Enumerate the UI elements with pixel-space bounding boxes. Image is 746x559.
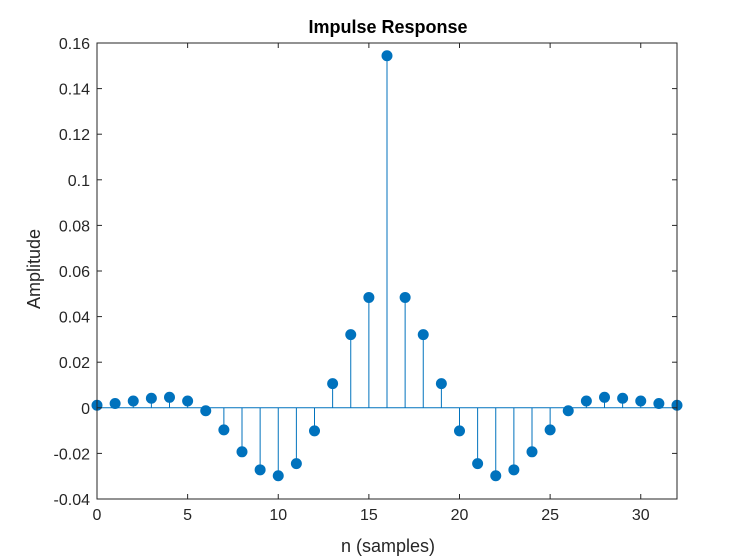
x-tick-label: 20 [451, 507, 469, 524]
stem-marker [381, 50, 393, 62]
y-axis-ticks: -0.04 -0.02 0 0.02 0.04 0.06 0.08 0.1 0.12 0.14 0.… [54, 36, 677, 509]
x-axis-label: n (samples) [341, 536, 435, 556]
stem-marker [544, 424, 556, 436]
stem-marker [272, 470, 284, 482]
stem-marker [109, 397, 121, 409]
stem-marker [345, 329, 357, 341]
stem-marker [454, 425, 465, 437]
stem-markers-group [91, 50, 683, 482]
stem-marker [309, 425, 320, 437]
stem-marker [164, 391, 175, 403]
stem-marker [236, 446, 248, 458]
stem-marker [254, 464, 266, 476]
y-tick-label: 0.06 [59, 264, 90, 281]
stem-marker [399, 291, 411, 303]
y-tick-label: 0.12 [59, 127, 90, 144]
stem-marker [327, 378, 339, 390]
stem-marker [127, 395, 139, 407]
x-tick-label: 15 [360, 507, 378, 524]
y-tick-label: 0.1 [68, 173, 90, 190]
x-tick-label: 25 [541, 507, 559, 524]
x-tick-label: 10 [269, 507, 287, 524]
stem-marker [200, 405, 212, 417]
x-tick-label: 5 [183, 507, 192, 524]
y-tick-label: -0.02 [54, 446, 91, 463]
x-axis-ticks: 0 5 10 15 20 25 30 [93, 43, 650, 524]
y-tick-label: 0.02 [59, 355, 90, 372]
stem-marker [182, 395, 194, 407]
y-tick-label: 0.08 [59, 218, 90, 235]
stem-marker [435, 378, 447, 390]
stem-marker [635, 395, 647, 407]
stem-marker [145, 392, 157, 404]
stem-marker [526, 446, 538, 458]
y-axis-label: Amplitude [24, 229, 44, 309]
stem-marker [417, 329, 429, 341]
y-tick-label: 0.16 [59, 36, 90, 53]
x-tick-label: 30 [632, 507, 650, 524]
stem-marker [363, 291, 375, 303]
stem-marker [617, 392, 629, 404]
stem-marker [490, 470, 502, 482]
stem-marker [562, 405, 574, 417]
stem-marker [599, 391, 610, 403]
y-tick-label: 0 [81, 401, 90, 418]
y-tick-label: 0.14 [59, 82, 90, 99]
stem-marker [218, 424, 230, 436]
y-tick-label: 0.04 [59, 310, 90, 327]
stem-marker [290, 458, 302, 470]
chart-title: Impulse Response [308, 17, 467, 37]
stem-marker [508, 464, 520, 476]
stem-marker [653, 397, 665, 409]
stem-marker [472, 458, 484, 470]
y-tick-label: -0.04 [54, 492, 91, 509]
x-tick-label: 0 [93, 507, 102, 524]
stem-marker [580, 395, 592, 407]
